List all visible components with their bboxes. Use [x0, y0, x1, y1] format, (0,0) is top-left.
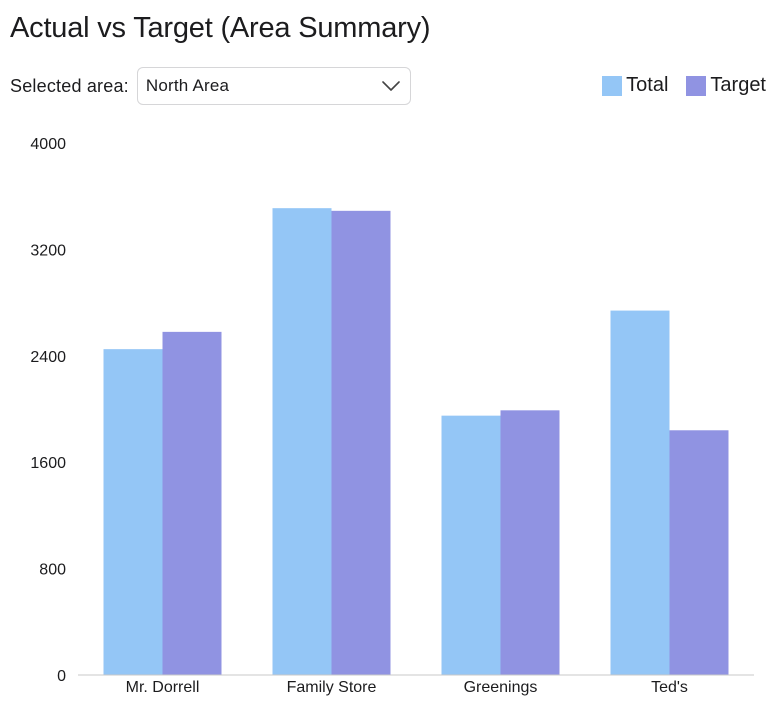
bar-total-2[interactable]	[441, 415, 501, 675]
page-title: Actual vs Target (Area Summary)	[10, 12, 431, 44]
y-tick-label-5: 4000	[30, 136, 66, 153]
bar-target-3[interactable]	[669, 430, 729, 675]
y-tick-label-4: 3200	[30, 242, 66, 259]
bar-target-0[interactable]	[162, 331, 222, 675]
legend-label-total: Total	[626, 74, 669, 96]
bar-chart: 0 800 1600 2400 3200 4000 Mr. Dorrell Family St…	[30, 136, 754, 696]
y-tick-label-3: 2400	[30, 349, 66, 366]
legend-label-target: Target	[710, 74, 766, 96]
bar-target-1[interactable]	[331, 210, 391, 675]
bar-total-1[interactable]	[272, 208, 332, 676]
y-tick-label-2: 1600	[30, 455, 66, 472]
x-tick-label-1: Family Store	[287, 679, 377, 696]
x-tick-label-0: Mr. Dorrell	[126, 679, 200, 696]
area-dropdown[interactable]: North Area	[136, 67, 411, 105]
bar-target-2[interactable]	[500, 410, 560, 675]
area-selector-row: Selected area: North Area	[10, 66, 411, 106]
chart-legend: Total Target	[584, 74, 766, 97]
legend-item-total[interactable]: Total	[602, 74, 668, 97]
area-label: Selected area:	[10, 75, 129, 96]
y-tick-label-0: 0	[57, 668, 66, 685]
area-dropdown-value: North Area	[145, 76, 230, 95]
x-tick-label-3: Ted's	[651, 679, 688, 696]
legend-swatch-total	[602, 75, 623, 96]
x-tick-label-2: Greenings	[464, 679, 538, 696]
legend-swatch-target	[686, 75, 707, 96]
bar-total-3[interactable]	[610, 310, 670, 675]
bar-total-0[interactable]	[103, 349, 163, 675]
chevron-down-icon	[382, 81, 400, 91]
y-tick-label-1: 800	[39, 562, 66, 579]
legend-item-target[interactable]: Target	[686, 74, 766, 97]
